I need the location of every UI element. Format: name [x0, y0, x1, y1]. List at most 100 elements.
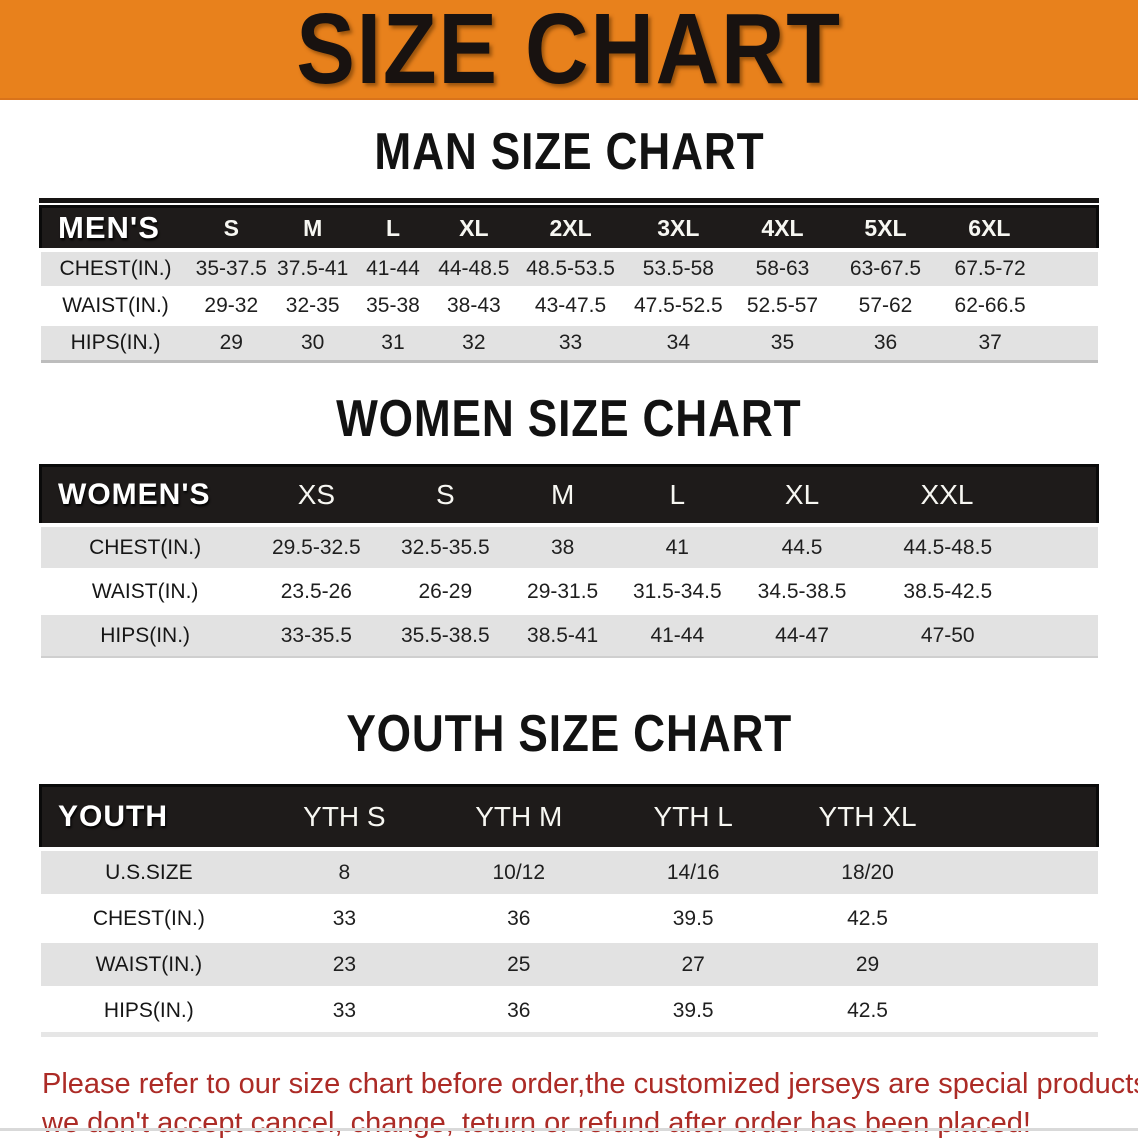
row-label: CHEST(IN.) [40, 250, 191, 288]
women-col-header: M [550, 479, 575, 510]
men-col-header: 6XL [968, 214, 1011, 241]
men-header-row: MEN'S S M L XL 2XL 3XL 4XL 5XL 6XL [40, 206, 1098, 250]
youth-col-header: YTH XL [818, 801, 917, 832]
size-cell: 23 [257, 941, 432, 988]
size-cell: 32 [432, 324, 516, 362]
youth-col-header: YTH S [303, 801, 386, 832]
men-corner-label: MEN'S [58, 210, 160, 245]
row-label: HIPS(IN.) [40, 613, 250, 657]
row-label: WAIST(IN.) [40, 569, 250, 614]
size-cell: 37.5-41 [271, 250, 354, 288]
size-cell: 32.5-35.5 [382, 525, 508, 570]
women-chest-row: CHEST(IN.) 29.5-32.5 32.5-35.5 38 41 44.… [40, 525, 1098, 570]
size-cell: 33 [515, 324, 627, 362]
size-cell: 47-50 [867, 613, 1098, 657]
size-cell: 29-31.5 [507, 569, 618, 614]
size-cell: 23.5-26 [249, 569, 383, 614]
youth-size-table: YOUTH YTH S YTH M YTH L YTH XL U.S.SIZE … [39, 784, 1099, 1037]
size-cell: 35.5-38.5 [382, 613, 508, 657]
size-cell: 67.5-72 [936, 250, 1098, 288]
size-cell: 47.5-52.5 [626, 287, 731, 325]
youth-chest-row: CHEST(IN.) 33 36 39.5 42.5 [40, 895, 1098, 942]
men-col-header: L [385, 214, 400, 241]
men-col-header: 4XL [761, 214, 804, 241]
youth-ussize-row: U.S.SIZE 8 10/12 14/16 18/20 [40, 849, 1098, 896]
filler-cell [954, 849, 1098, 896]
size-cell: 36 [834, 324, 937, 362]
men-col-header: 2XL [549, 214, 592, 241]
youth-header-row: YOUTH YTH S YTH M YTH L YTH XL [40, 785, 1098, 850]
size-cell: 38.5-41 [507, 613, 618, 657]
size-cell: 39.5 [605, 895, 781, 942]
men-table-top-rule [39, 198, 1099, 203]
size-chart-banner: SIZE CHART [0, 0, 1138, 100]
size-cell: 42.5 [780, 895, 955, 942]
size-cell: 35-38 [353, 287, 433, 325]
banner-title: SIZE CHART [296, 0, 842, 105]
size-cell: 44.5 [737, 525, 868, 570]
size-cell: 36 [431, 895, 606, 942]
size-cell: 38-43 [432, 287, 516, 325]
footer-divider [0, 1128, 1138, 1131]
women-header-row: WOMEN'S XS S M L XL XXL [40, 465, 1098, 525]
row-label: U.S.SIZE [40, 849, 258, 896]
youth-waist-row: WAIST(IN.) 23 25 27 29 [40, 941, 1098, 988]
disclaimer-line-1: Please refer to our size chart before or… [42, 1068, 1138, 1100]
youth-col-filler [955, 786, 1098, 850]
row-label: CHEST(IN.) [40, 525, 250, 570]
row-label: CHEST(IN.) [40, 895, 258, 942]
size-cell: 33-35.5 [249, 613, 383, 657]
size-cell: 26-29 [382, 569, 508, 614]
size-cell: 33 [257, 895, 432, 942]
women-section-heading: WOMEN SIZE CHART [0, 393, 1138, 445]
women-col-header: XS [297, 479, 336, 510]
row-label: HIPS(IN.) [40, 987, 258, 1035]
disclaimer-note: Please refer to our size chart before or… [0, 1065, 1138, 1143]
size-cell: 41-44 [617, 613, 738, 657]
youth-hips-row: HIPS(IN.) 33 36 39.5 42.5 [40, 987, 1098, 1035]
size-cell: 34.5-38.5 [737, 569, 868, 614]
filler-cell [954, 941, 1098, 988]
women-col-header: L [669, 479, 686, 510]
size-cell: 34 [626, 324, 731, 362]
disclaimer-line-2: we don't accept cancel, change, teturn o… [42, 1107, 1031, 1139]
size-cell: 42.5 [780, 987, 955, 1035]
youth-col-header: YTH L [653, 801, 733, 832]
men-size-table-wrap: MEN'S S M L XL 2XL 3XL 4XL 5XL 6XL CHEST… [39, 198, 1099, 363]
size-cell: 63-67.5 [834, 250, 937, 288]
size-cell: 29-32 [190, 287, 272, 325]
size-cell: 62-66.5 [936, 287, 1098, 325]
men-col-header: 3XL [657, 214, 700, 241]
size-cell: 31.5-34.5 [617, 569, 738, 614]
size-cell: 53.5-58 [626, 250, 731, 288]
size-cell: 52.5-57 [730, 287, 835, 325]
row-label: WAIST(IN.) [40, 941, 258, 988]
size-cell: 38 [507, 525, 618, 570]
size-cell: 38.5-42.5 [867, 569, 1098, 614]
row-label: WAIST(IN.) [40, 287, 191, 325]
size-cell: 48.5-53.5 [515, 250, 627, 288]
size-cell: 41 [617, 525, 738, 570]
size-cell: 18/20 [780, 849, 955, 896]
size-cell: 30 [271, 324, 354, 362]
women-size-table: WOMEN'S XS S M L XL XXL CHEST(IN.) 29.5-… [39, 464, 1099, 658]
size-cell: 29 [780, 941, 955, 988]
size-cell: 44.5-48.5 [867, 525, 1098, 570]
size-cell: 35-37.5 [190, 250, 272, 288]
size-cell: 32-35 [271, 287, 354, 325]
size-cell: 10/12 [431, 849, 606, 896]
youth-corner-label: YOUTH [58, 800, 168, 833]
women-col-header: XL [784, 479, 820, 510]
size-cell: 35 [730, 324, 835, 362]
men-col-header: 5XL [864, 214, 907, 241]
size-cell: 37 [936, 324, 1098, 362]
men-waist-row: WAIST(IN.) 29-32 32-35 35-38 38-43 43-47… [40, 287, 1098, 325]
size-cell: 31 [353, 324, 433, 362]
size-cell: 29.5-32.5 [249, 525, 383, 570]
women-size-table-wrap: WOMEN'S XS S M L XL XXL CHEST(IN.) 29.5-… [39, 464, 1099, 658]
size-cell: 27 [605, 941, 781, 988]
size-cell: 57-62 [834, 287, 937, 325]
women-col-header: S [435, 479, 455, 510]
size-cell: 29 [190, 324, 272, 362]
men-col-header: XL [459, 214, 489, 241]
